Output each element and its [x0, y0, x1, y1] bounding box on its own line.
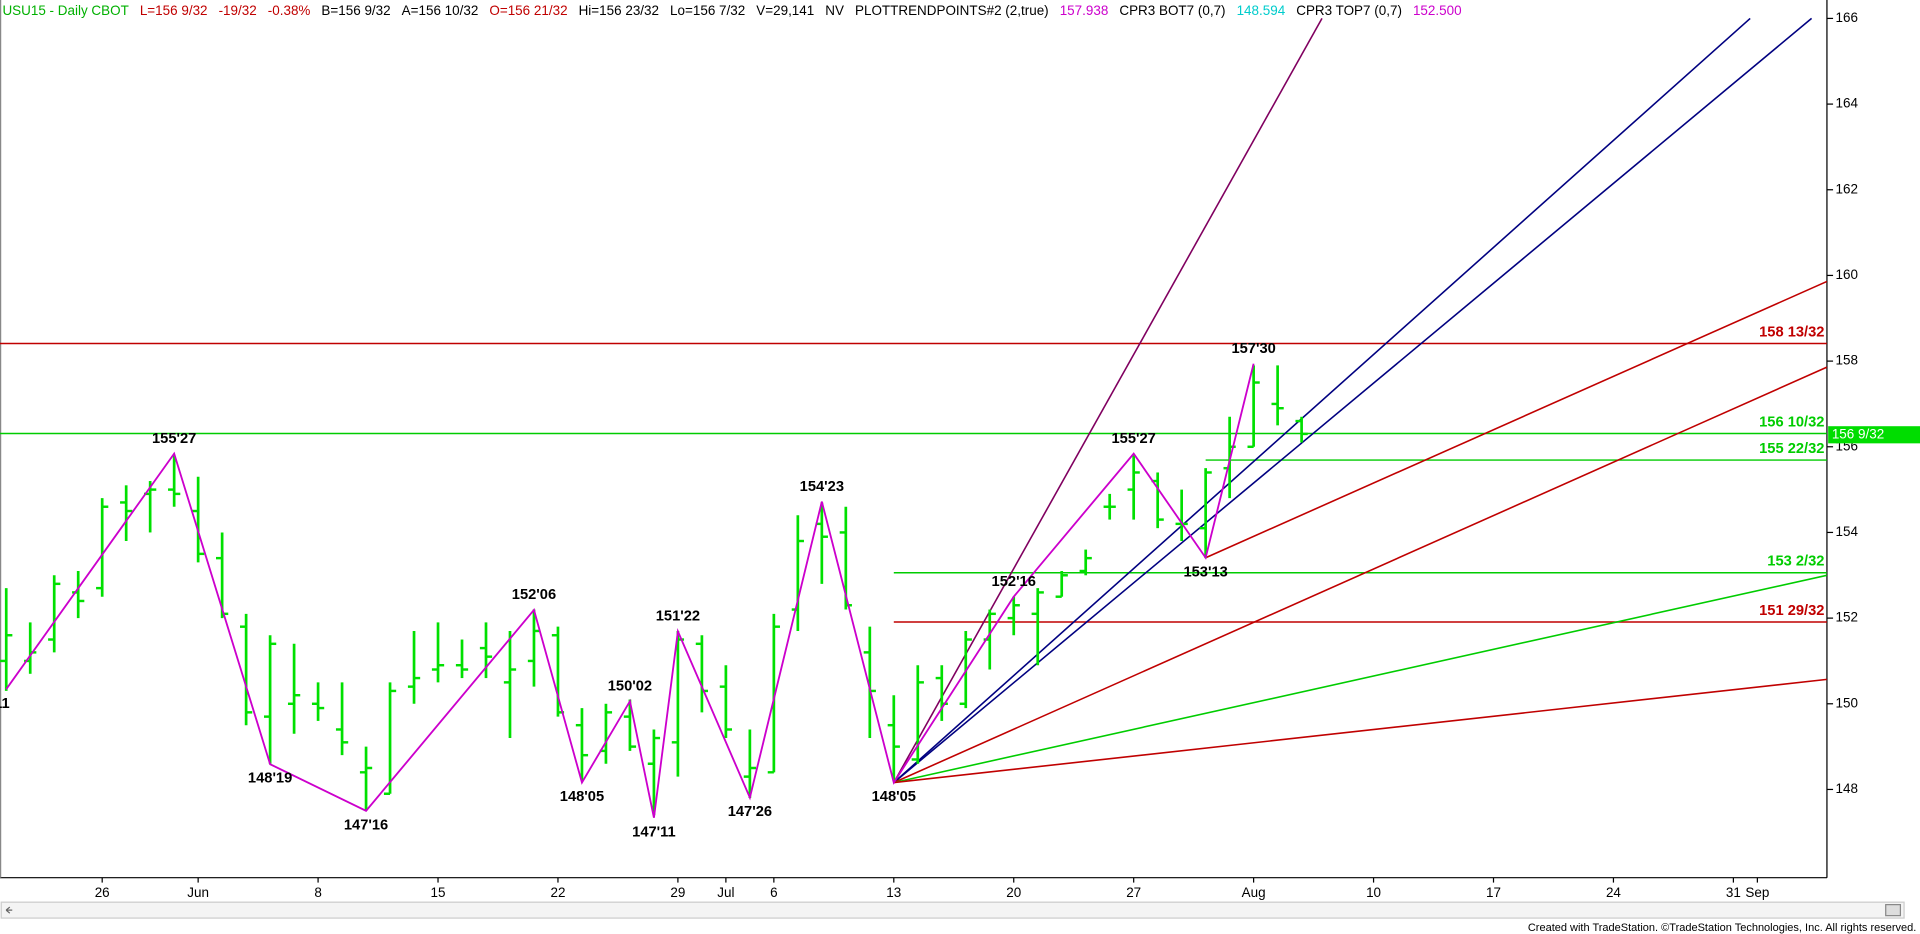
swing-label: 150'02: [608, 678, 652, 694]
swing-label: 154'23: [800, 479, 844, 495]
status-item: Hi=156 23/32: [579, 3, 659, 18]
x-tick-label: Aug: [1242, 885, 1266, 900]
level-label: 151 29/32: [1759, 603, 1824, 619]
swing-label: 152'16: [992, 574, 1036, 590]
y-tick-label: 150: [1836, 695, 1858, 710]
y-tick-label: 166: [1836, 10, 1858, 25]
swing-label: 148'19: [248, 771, 292, 787]
trend-line: [893, 17, 1813, 784]
status-item: USU15 - Daily CBOT: [2, 3, 128, 18]
level-label: 156 10/32: [1759, 414, 1824, 430]
x-tick-label: 31: [1726, 885, 1741, 900]
x-tick-label: 8: [314, 885, 321, 900]
swing-label: 147'16: [344, 817, 388, 833]
x-tick-label: Jun: [187, 885, 209, 900]
status-item: V=29,141: [756, 3, 814, 18]
swing-label: 155'27: [1112, 431, 1156, 447]
swing-line: [5, 363, 1255, 818]
y-tick-label: 162: [1836, 181, 1858, 196]
status-item: L=156 9/32: [140, 3, 208, 18]
swing-label: 151'22: [656, 609, 700, 625]
x-tick-label: Jul: [717, 885, 734, 900]
y-tick-label: 148: [1836, 781, 1858, 796]
trend-line: [893, 366, 1827, 784]
trend-line: [1205, 280, 1827, 559]
level-label: 153 2/32: [1767, 554, 1824, 570]
swing-label: 148'05: [872, 789, 916, 805]
trend-line: [893, 574, 1827, 784]
footer: Created with TradeStation. ©TradeStation…: [1528, 922, 1916, 934]
status-item: CPR3 TOP7 (0,7): [1296, 3, 1402, 18]
x-tick-label: 27: [1126, 885, 1141, 900]
swing-label: 148'05: [560, 789, 604, 805]
scrollbar[interactable]: [0, 901, 1905, 919]
status-item: 152.500: [1413, 3, 1462, 18]
status-item: -19/32: [219, 3, 257, 18]
last-price-label: 156 9/32: [1832, 426, 1884, 441]
swing-label: 157'30: [1231, 341, 1275, 357]
status-item: CPR3 BOT7 (0,7): [1119, 3, 1225, 18]
y-tick-label: 164: [1836, 96, 1859, 111]
swing-label: 150'11: [0, 696, 10, 712]
level-label: 158 13/32: [1759, 324, 1824, 340]
status-item: NV: [825, 3, 844, 18]
status-line: USU15 - Daily CBOT L=156 9/32 -19/32 -0.38%…: [2, 3, 1461, 18]
status-item: PLOTTRENDPOINTS#2 (2,true): [855, 3, 1049, 18]
x-tick-label: 6: [770, 885, 777, 900]
status-item: A=156 10/32: [402, 3, 479, 18]
y-tick-label: 160: [1836, 267, 1858, 282]
x-tick-label: 10: [1366, 885, 1381, 900]
y-tick-label: 158: [1836, 353, 1858, 368]
x-tick-label: 15: [431, 885, 446, 900]
status-item: O=156 21/32: [489, 3, 567, 18]
status-item: -0.38%: [268, 3, 311, 18]
scroll-left[interactable]: [5, 906, 13, 914]
level-label: 155 22/32: [1759, 441, 1824, 457]
last-price-box: [1828, 426, 1920, 444]
x-tick-label: Sep: [1745, 885, 1769, 900]
status-item: Lo=156 7/32: [670, 3, 745, 18]
status-item: 148.594: [1237, 3, 1286, 18]
trend-line: [893, 678, 1827, 784]
swing-label: 152'06: [512, 587, 556, 603]
y-tick-label: 152: [1836, 610, 1858, 625]
x-tick-label: 13: [886, 885, 901, 900]
status-item: B=156 9/32: [321, 3, 390, 18]
swing-label: 153'13: [1183, 564, 1227, 580]
y-tick-label: 154: [1836, 524, 1859, 539]
plot-area: 150'11 155'27 148'19 147'16 152'06 148'05 150'…: [0, 17, 1827, 840]
swing-label: 147'26: [728, 804, 772, 820]
status-item: 157.938: [1060, 3, 1109, 18]
swing-label: 155'27: [152, 431, 196, 447]
swing-label: 147'11: [632, 824, 676, 840]
x-tick-label: 26: [95, 885, 110, 900]
x-tick-label: 22: [550, 885, 565, 900]
scroll-thumb[interactable]: [1885, 904, 1902, 917]
x-tick-label: 24: [1606, 885, 1621, 900]
x-tick-label: 20: [1006, 885, 1021, 900]
x-tick-label: 17: [1486, 885, 1501, 900]
x-tick-label: 29: [670, 885, 685, 900]
